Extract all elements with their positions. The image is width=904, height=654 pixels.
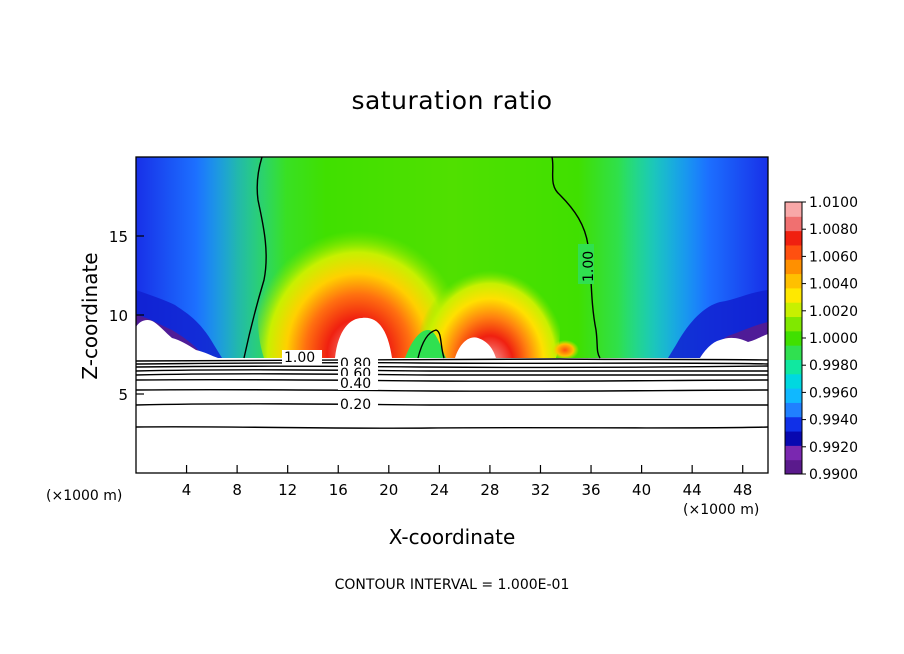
x-tick-label: 36 [581, 481, 600, 499]
x-tick-label: 28 [480, 481, 499, 499]
contour-line-0.50 [136, 373, 768, 376]
y-tick-label: 15 [109, 228, 128, 246]
colorbar-label: 1.0020 [809, 304, 858, 320]
colorbar-swatch [785, 273, 802, 289]
x-axis: 4 8 12 16 20 24 28 32 36 40 44 48 [182, 465, 752, 499]
x-tick-label: 8 [232, 481, 242, 499]
colorbar-label: 0.9920 [809, 440, 858, 456]
x-tick-label: 40 [632, 481, 651, 499]
y-tick-label: 5 [118, 386, 128, 404]
colorbar-label: 0.9940 [809, 413, 858, 429]
colorbar-swatch [785, 230, 802, 246]
contour-label-0.40: 0.40 [340, 376, 371, 392]
colorbar-swatch [785, 259, 802, 275]
y-tick-label: 10 [109, 307, 128, 325]
colorbar-swatch [785, 416, 802, 432]
colorbar-label: 1.0080 [809, 222, 858, 238]
x-tick-label: 48 [733, 481, 752, 499]
colorbar-swatch [785, 330, 802, 346]
contour-line-1.00-left [243, 157, 267, 359]
colorbar-label: 1.0060 [809, 249, 858, 265]
colorbar-label: 0.9960 [809, 385, 858, 401]
contour-labels: 1.00 1.00 0.80 0.60 0.40 0.20 [282, 244, 597, 413]
chart-title: saturation ratio [351, 86, 553, 115]
colorbar-swatch [785, 287, 802, 303]
colorbar-label: 0.9980 [809, 358, 858, 374]
contour-interval-note: CONTOUR INTERVAL = 1.000E-01 [334, 577, 570, 593]
x-tick-label: 24 [430, 481, 449, 499]
colorbar-swatch [785, 316, 802, 332]
colorbar-swatch [785, 216, 802, 232]
x-tick-label: 4 [182, 481, 192, 499]
contour-line-0.30 [136, 388, 768, 392]
colorbar-label: 0.9900 [809, 467, 858, 483]
x-tick-label: 32 [531, 481, 550, 499]
colorbar-swatch [785, 345, 802, 360]
y-axis-label: Z-coordinate [78, 252, 102, 380]
x-tick-label: 16 [329, 481, 348, 499]
contour-line-0.90 [136, 358, 768, 362]
colorbar-label: 1.0100 [809, 195, 858, 211]
contour-line-0.60 [136, 369, 768, 372]
contour-line-0.20 [136, 403, 768, 406]
contour-label-1.00-bottom: 1.00 [284, 350, 315, 366]
colorbar-swatch [785, 302, 802, 318]
colorbar-swatch [785, 359, 802, 375]
colorbar-swatch [785, 402, 802, 418]
contour-line-0.40 [136, 378, 768, 382]
y-axis: 5 10 15 [109, 228, 144, 404]
contour-line-0.70 [136, 365, 768, 369]
colorbar-label: 1.0040 [809, 277, 858, 293]
contour-line-0.10 [136, 426, 768, 429]
contour-line-1.00-center [417, 329, 445, 359]
colorbar-swatch [785, 431, 802, 446]
colorbar-swatch [785, 445, 802, 461]
contour-label-1.00-right: 1.00 [581, 251, 597, 282]
x-tick-label: 12 [278, 481, 297, 499]
x-unit-left: (×1000 m) [46, 488, 123, 504]
contour-lines [136, 157, 768, 429]
colorbar-swatch [785, 459, 802, 475]
x-tick-label: 44 [683, 481, 702, 499]
colorbar-swatch [785, 202, 802, 217]
colorbar-swatch [785, 244, 802, 260]
x-unit-right: (×1000 m) [683, 502, 760, 518]
colorbar: 1.0100 1.0080 1.0060 1.0040 1.0020 1.0000 0.99… [784, 195, 858, 483]
contour-line-0.80 [136, 361, 768, 365]
x-axis-label: X-coordinate [388, 525, 516, 549]
x-tick-label: 20 [379, 481, 398, 499]
colorbar-swatch [785, 373, 802, 389]
contour-label-0.20: 0.20 [340, 397, 371, 413]
saturation-field [136, 157, 768, 473]
colorbar-label: 1.0000 [809, 331, 858, 347]
colorbar-swatch [785, 388, 802, 403]
